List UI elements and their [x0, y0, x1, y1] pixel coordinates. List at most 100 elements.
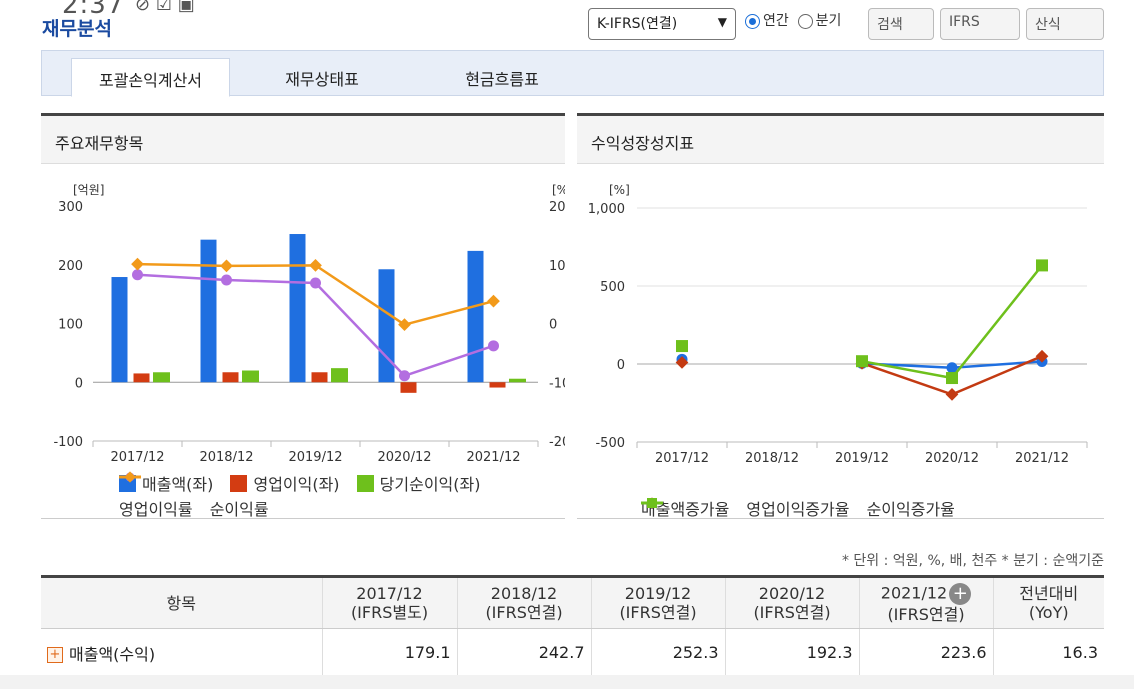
point-1-2017/12	[131, 257, 144, 271]
right-tick-label: 0	[549, 318, 557, 333]
period-radio-group: 연간 분기	[745, 10, 841, 30]
legend-label: 영업이익증가율	[746, 500, 850, 519]
line-series-0	[137, 273, 494, 378]
bar-2-2017/12	[153, 372, 170, 383]
chart1-legend: 매출액(좌) 영업이익(좌) 당기순이익(좌) 영업이익률 순이익률	[119, 471, 492, 520]
bar-0-2019/12	[289, 234, 306, 383]
growth-indicators-title: 수익성장성지표	[577, 116, 1104, 164]
radio-quarter[interactable]	[797, 13, 813, 29]
y-tick-label: 0	[617, 358, 625, 373]
point-1-2020/12	[945, 388, 959, 401]
chart1-legend-row2: 영업이익률 순이익률	[119, 471, 492, 520]
table-header-item: 항목	[41, 576, 322, 629]
point-2-2019/12	[856, 355, 868, 368]
tab-income-statement[interactable]: 포괄손익계산서	[71, 58, 230, 97]
legend-item-net-income[interactable]: 당기순이익(좌)	[356, 471, 480, 495]
legend-label: 순이익증가율	[866, 500, 955, 519]
tab-cash-flow[interactable]: 현금흐름표	[465, 70, 539, 89]
add-circle-icon[interactable]: +	[949, 582, 972, 605]
search-button[interactable]: 검색	[868, 8, 934, 40]
x-tick-label: 2017/12	[655, 451, 709, 466]
radio-quarter-label: 분기	[815, 13, 842, 29]
bar-0-2021/12	[467, 250, 484, 383]
legend-item-op-profit-growth[interactable]: 영업이익증가율	[641, 496, 850, 520]
right-tick-label: 10	[549, 259, 565, 274]
point-2-2021/12	[1036, 259, 1048, 272]
legend-item-net-income-growth[interactable]: 순이익증가율	[641, 496, 955, 520]
growth-indicators-panel: 수익성장성지표 [%] 1,000 500 0 -500 2017/12 2018/12 20…	[577, 113, 1104, 519]
financial-table: 항목 2017/12 (IFRS별도) 2018/12 (IFRS연결) 2019/…	[41, 575, 1104, 677]
table-cell: 252.3	[590, 628, 725, 677]
table-header-2017: 2017/12 (IFRS별도)	[321, 576, 457, 629]
point-1-2021/12	[487, 294, 500, 308]
left-tick-label: 100	[58, 318, 83, 333]
legend-label: 매출액증가율	[641, 500, 730, 519]
x-tick-label: 2018/12	[199, 450, 253, 465]
bar-1-2018/12	[222, 372, 239, 383]
point-0-2020/12	[946, 362, 958, 374]
header-label: 2019/12	[624, 584, 692, 603]
point-0-2017/12	[132, 269, 143, 281]
ifrs-select[interactable]: K-IFRS(연결) ▼	[588, 8, 736, 40]
key-financials-panel: 주요재무항목 [억원][%]3002001000-10020100-10-202…	[41, 113, 565, 519]
point-1-2019/12	[309, 258, 322, 272]
bar-1-2020/12	[400, 382, 417, 393]
point-2-2020/12	[946, 372, 958, 385]
legend-item-operating-profit[interactable]: 영업이익(좌)	[230, 471, 340, 495]
line-series-1	[137, 262, 494, 327]
bottom-strip	[0, 675, 1134, 689]
point-0-2020/12	[399, 370, 410, 382]
bar-2-2021/12	[509, 378, 526, 383]
header-label: 2020/12	[758, 584, 826, 603]
right-tick-label: -10	[549, 376, 565, 391]
x-tick-label: 2021/12	[466, 450, 520, 465]
x-tick-label: 2018/12	[745, 451, 799, 466]
table-header-2018: 2018/12 (IFRS연결)	[456, 576, 591, 629]
header-sublabel: (IFRS연결)	[485, 603, 563, 622]
left-tick-label: -100	[53, 435, 83, 450]
row-label-cell[interactable]: + 매출액(수익)	[41, 629, 322, 677]
status-time: 2:37	[62, 0, 125, 20]
radio-annual-label: 연간	[763, 13, 789, 29]
bar-0-2017/12	[111, 277, 128, 383]
checkbox-icon: ☑	[155, 0, 172, 15]
table-cell: 242.7	[456, 628, 591, 677]
y-tick-label: -500	[595, 436, 625, 451]
header-sublabel: (IFRS연결)	[887, 604, 965, 624]
legend-label: 매출액(좌)	[142, 475, 214, 494]
key-financials-title: 주요재무항목	[41, 116, 565, 164]
header-sublabel: (YoY)	[1028, 603, 1069, 622]
ifrs-help-button[interactable]: IFRS	[940, 8, 1020, 40]
header-label: 2018/12	[490, 584, 558, 603]
bar-2-2019/12	[331, 368, 348, 383]
table-cell: 192.3	[724, 628, 859, 677]
expand-plus-icon[interactable]: +	[47, 647, 63, 664]
bar-1-2017/12	[133, 373, 150, 383]
left-tick-label: 0	[75, 376, 83, 391]
header-sublabel: (IFRS연결)	[619, 603, 697, 622]
bar-1-2019/12	[311, 372, 328, 383]
top-bar: 2:37 ⊘ ☑ ▣ 재무분석 K-IFRS(연결) ▼ 연간 분기 검색 IF…	[0, 0, 1134, 44]
section-title: 재무분석	[42, 18, 112, 40]
check-circle-icon: ⊘	[135, 0, 151, 15]
statement-tabs: 포괄손익계산서 재무상태표 현금흐름표	[41, 50, 1104, 97]
status-icons: ⊘ ☑ ▣	[135, 0, 195, 15]
y-tick-label: 1,000	[588, 202, 625, 217]
bar-0-2018/12	[200, 239, 217, 383]
x-tick-label: 2019/12	[835, 451, 889, 466]
ifrs-select-value: K-IFRS(연결)	[597, 16, 678, 32]
legend-item-operating-margin[interactable]: 영업이익률	[119, 472, 193, 520]
bar-2-2018/12	[242, 370, 259, 383]
image-icon: ▣	[177, 0, 195, 15]
y-axis-label: [%]	[609, 183, 630, 197]
table-row: + 매출액(수익) 179.1 242.7 252.3 192.3 223.6 1…	[41, 628, 1104, 677]
header-label: 항목	[166, 593, 196, 613]
legend-item-net-margin[interactable]: 순이익률	[119, 471, 269, 520]
radio-annual[interactable]	[745, 13, 760, 29]
formula-help-button[interactable]: 산식	[1026, 8, 1104, 40]
tab-balance-sheet[interactable]: 재무상태표	[285, 70, 359, 89]
line-series-2	[861, 264, 1043, 380]
x-tick-label: 2021/12	[1015, 451, 1069, 466]
chevron-down-icon: ▼	[717, 15, 727, 29]
legend-label: 순이익률	[209, 499, 269, 519]
